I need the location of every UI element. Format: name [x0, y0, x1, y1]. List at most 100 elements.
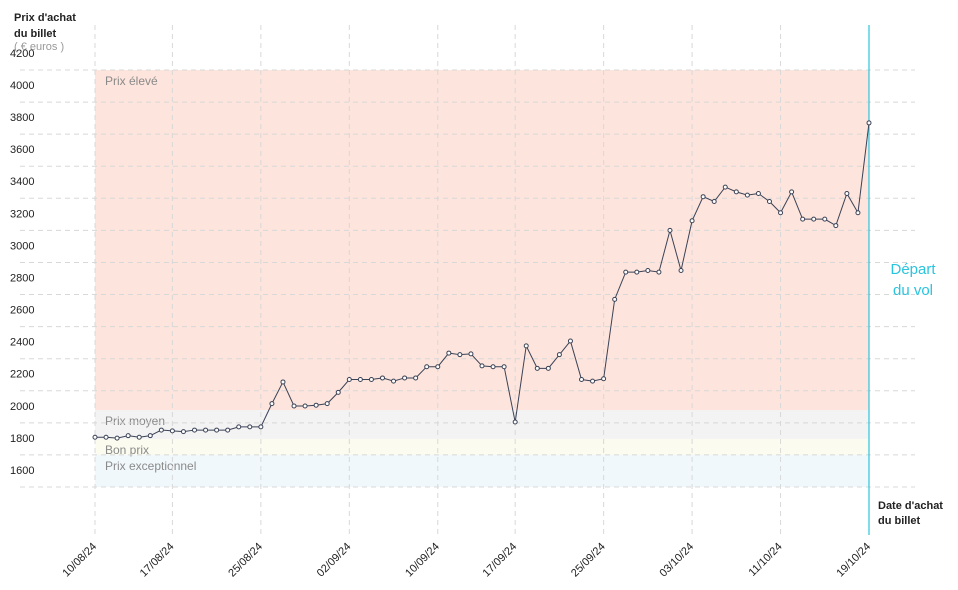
departure-label: Départ — [890, 261, 936, 278]
price-point — [534, 365, 540, 371]
price-point — [457, 352, 463, 358]
price-point — [612, 296, 618, 302]
y-tick-label: 3200 — [10, 208, 34, 220]
price-point — [766, 199, 772, 205]
price-point — [379, 375, 385, 381]
price-point — [833, 223, 839, 229]
price-point — [280, 379, 286, 385]
price-point — [811, 216, 817, 222]
y-tick-label: 2800 — [10, 272, 34, 284]
band-label: Bon prix — [105, 443, 149, 457]
price-point — [590, 378, 596, 384]
price-band — [95, 410, 869, 439]
price-point — [313, 402, 319, 408]
price-point — [335, 389, 341, 395]
price-point — [501, 364, 507, 370]
y-tick-label: 3800 — [10, 112, 34, 124]
price-point — [125, 433, 131, 439]
y-title: Prix d'achat — [14, 12, 76, 24]
y-title: du billet — [14, 28, 57, 40]
price-point — [678, 267, 684, 273]
price-point — [855, 210, 861, 216]
y-tick-label: 4200 — [10, 48, 34, 60]
y-tick-label: 4000 — [10, 80, 34, 92]
price-point — [800, 216, 806, 222]
price-point — [645, 267, 651, 273]
price-point — [523, 343, 529, 349]
y-tick-label: 2600 — [10, 305, 34, 317]
price-point — [866, 120, 872, 126]
y-tick-label: 1600 — [10, 465, 34, 477]
price-point — [490, 364, 496, 370]
price-point — [789, 189, 795, 195]
y-tick-label: 2200 — [10, 369, 34, 381]
price-point — [556, 352, 562, 358]
price-point — [391, 378, 397, 384]
price-point — [346, 377, 352, 383]
price-point — [623, 269, 629, 275]
price-point — [169, 428, 175, 434]
price-point — [269, 401, 275, 407]
price-point — [634, 269, 640, 275]
x-tick-label: 11/10/24 — [747, 541, 785, 579]
x-tick-label: 17/08/24 — [138, 541, 177, 580]
price-point — [424, 364, 430, 370]
price-point — [711, 199, 717, 205]
y-tick-label: 3000 — [10, 240, 34, 252]
y-unit: ( € euros ) — [14, 41, 64, 53]
departure-label: du vol — [893, 282, 933, 299]
price-point — [567, 338, 573, 344]
x-title: Date d'achat — [878, 500, 943, 512]
price-point — [601, 376, 607, 382]
price-point — [413, 375, 419, 381]
band-label: Prix exceptionnel — [105, 459, 196, 473]
price-point — [192, 427, 198, 433]
price-point — [545, 365, 551, 371]
price-point — [368, 377, 374, 383]
y-tick-label: 2000 — [10, 401, 34, 413]
x-title: du billet — [878, 515, 921, 527]
price-point — [103, 434, 109, 440]
price-point — [92, 434, 98, 440]
band-label: Prix élevé — [105, 74, 158, 88]
price-band — [95, 438, 869, 455]
price-point — [512, 419, 518, 425]
price-point — [302, 403, 308, 409]
price-point — [147, 433, 153, 439]
price-point — [479, 363, 485, 369]
price-point — [744, 192, 750, 198]
price-point — [258, 424, 264, 430]
price-point — [700, 194, 706, 200]
x-tick-label: 10/08/24 — [60, 541, 99, 580]
x-tick-label: 03/10/24 — [657, 541, 696, 580]
price-point — [778, 210, 784, 216]
price-point — [247, 424, 253, 430]
x-tick-label: 02/09/24 — [315, 541, 354, 580]
price-point — [656, 269, 662, 275]
price-point — [722, 184, 728, 190]
price-point — [667, 227, 673, 233]
y-tick-label: 2400 — [10, 337, 34, 349]
x-tick-label: 17/09/24 — [481, 541, 520, 580]
price-point — [402, 375, 408, 381]
price-point — [214, 427, 220, 433]
price-point — [291, 403, 297, 409]
price-point — [446, 350, 452, 356]
price-point — [114, 435, 120, 441]
price-point — [468, 351, 474, 357]
price-point — [225, 427, 231, 433]
x-tick-label: 10/09/24 — [403, 541, 442, 580]
price-point — [158, 427, 164, 433]
price-point — [136, 434, 142, 440]
y-tick-label: 3400 — [10, 176, 34, 188]
price-band — [95, 454, 869, 487]
price-point — [822, 216, 828, 222]
x-tick-label: 19/10/24 — [834, 541, 873, 580]
x-tick-label: 25/09/24 — [569, 541, 608, 580]
y-tick-label: 3600 — [10, 144, 34, 156]
price-point — [236, 424, 242, 430]
price-point — [203, 427, 209, 433]
price-point — [357, 377, 363, 383]
price-point — [844, 190, 850, 196]
y-tick-label: 1800 — [10, 433, 34, 445]
